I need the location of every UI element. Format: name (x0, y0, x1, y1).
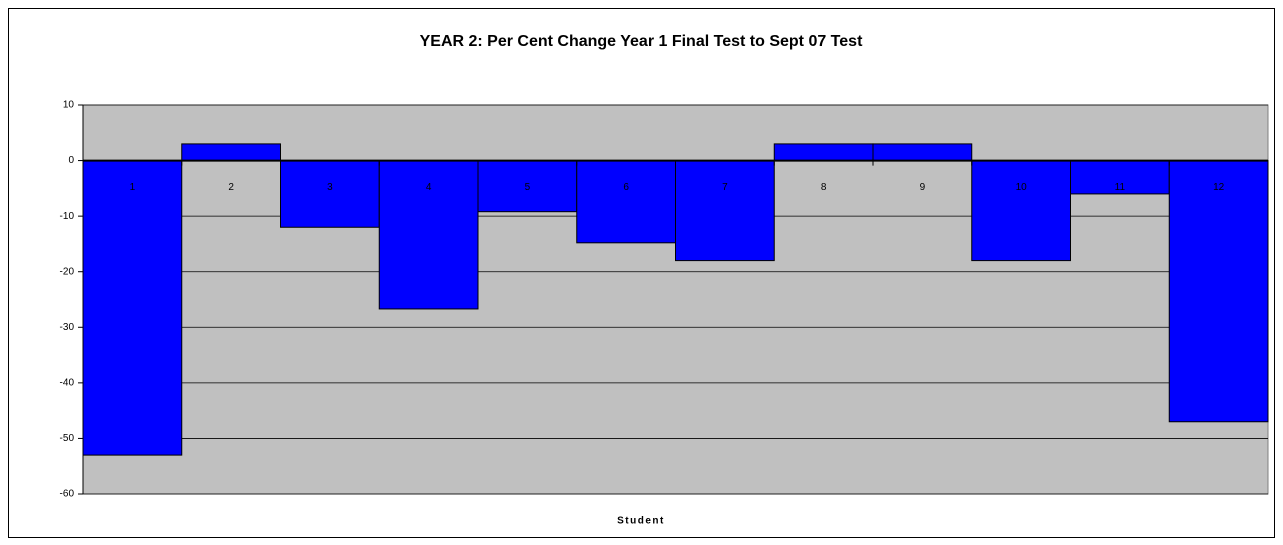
y-tick-label: -60 (60, 489, 75, 500)
bar (576, 160, 676, 244)
x-tick-label: 6 (623, 182, 629, 193)
bar (1070, 160, 1170, 195)
bar (971, 160, 1071, 262)
y-tick-label: -30 (60, 322, 75, 333)
y-tick-label: 10 (63, 100, 75, 111)
y-tick-label: -20 (60, 266, 75, 277)
x-tick-label: 5 (525, 182, 531, 193)
y-tick-label: -40 (60, 377, 75, 388)
x-tick-label: 4 (426, 182, 432, 193)
x-tick-label: 12 (1213, 182, 1225, 193)
x-tick-label: 1 (130, 182, 136, 193)
chart-title: YEAR 2: Per Cent Change Year 1 Final Tes… (420, 33, 863, 50)
y-tick-label: -50 (60, 433, 75, 444)
y-tick-label: -10 (60, 211, 75, 222)
x-tick-label: 2 (228, 182, 234, 193)
bar (181, 143, 281, 162)
x-tick-label: 11 (1115, 182, 1126, 193)
x-tick-label: 8 (821, 182, 827, 193)
bar (675, 160, 775, 262)
bar (1168, 160, 1269, 423)
x-tick-label: 9 (920, 182, 926, 193)
bar (82, 160, 183, 456)
bar (477, 160, 578, 213)
y-tick-label: 0 (68, 155, 74, 166)
bar (872, 143, 973, 162)
x-tick-label: 3 (327, 182, 333, 193)
x-tick-label: 10 (1016, 182, 1028, 193)
x-axis-label: Student (617, 516, 665, 527)
bar (378, 160, 479, 310)
x-tick-label: 7 (722, 182, 728, 193)
bar (773, 143, 874, 162)
bar (280, 160, 380, 228)
